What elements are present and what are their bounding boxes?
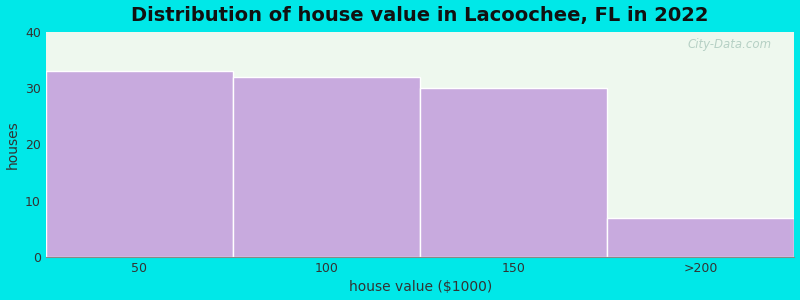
Bar xyxy=(607,218,794,257)
Text: City-Data.com: City-Data.com xyxy=(688,38,772,51)
Bar xyxy=(420,88,607,257)
Bar xyxy=(233,77,420,257)
X-axis label: house value ($1000): house value ($1000) xyxy=(349,280,492,294)
Bar xyxy=(46,71,233,257)
Title: Distribution of house value in Lacoochee, FL in 2022: Distribution of house value in Lacoochee… xyxy=(131,6,709,25)
Y-axis label: houses: houses xyxy=(6,120,19,169)
